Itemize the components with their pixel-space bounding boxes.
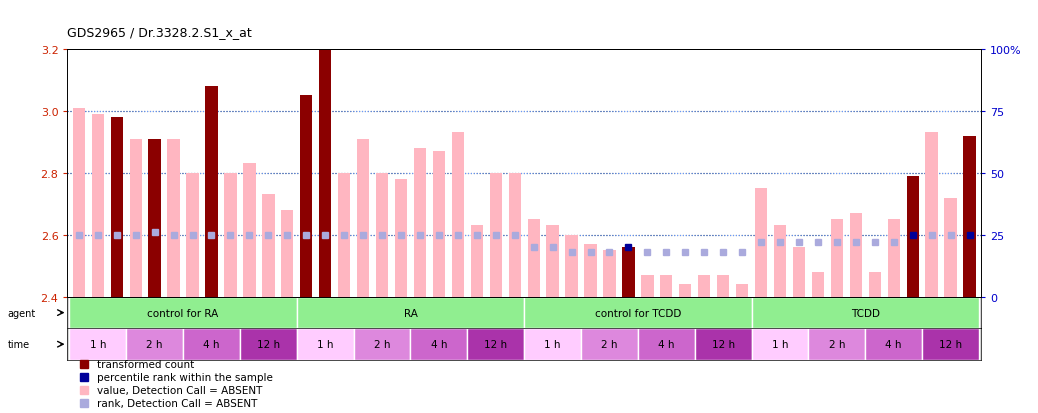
Text: 4 h: 4 h xyxy=(203,339,220,349)
Bar xyxy=(699,275,710,297)
Bar xyxy=(281,211,294,297)
Text: 4 h: 4 h xyxy=(885,339,902,349)
Bar xyxy=(410,329,467,360)
Bar xyxy=(527,220,540,297)
Text: 2 h: 2 h xyxy=(828,339,845,349)
Text: 1 h: 1 h xyxy=(544,339,561,349)
Bar xyxy=(224,173,237,297)
Bar xyxy=(638,329,694,360)
Bar xyxy=(752,297,979,329)
Text: value, Detection Call = ABSENT: value, Detection Call = ABSENT xyxy=(97,385,262,395)
Bar xyxy=(524,297,752,329)
Bar xyxy=(850,214,862,297)
Text: time: time xyxy=(7,339,29,349)
Text: GDS2965 / Dr.3328.2.S1_x_at: GDS2965 / Dr.3328.2.S1_x_at xyxy=(67,26,252,39)
Text: transformed count: transformed count xyxy=(97,359,194,369)
Text: 1 h: 1 h xyxy=(89,339,106,349)
Bar xyxy=(300,96,312,297)
Bar xyxy=(830,220,843,297)
Bar xyxy=(319,37,331,297)
Bar xyxy=(752,329,809,360)
Bar xyxy=(414,149,427,297)
Bar xyxy=(297,297,524,329)
Bar xyxy=(717,275,730,297)
Bar xyxy=(206,87,218,297)
Bar xyxy=(622,247,634,297)
Bar xyxy=(774,226,786,297)
Text: 4 h: 4 h xyxy=(658,339,675,349)
Bar xyxy=(812,272,824,297)
Text: 12 h: 12 h xyxy=(712,339,735,349)
Bar xyxy=(240,329,297,360)
Bar xyxy=(809,329,866,360)
Text: control for TCDD: control for TCDD xyxy=(595,308,681,318)
Text: 12 h: 12 h xyxy=(256,339,280,349)
Bar xyxy=(887,220,900,297)
Bar xyxy=(584,244,597,297)
Bar xyxy=(130,139,142,297)
Bar xyxy=(354,329,410,360)
Text: rank, Detection Call = ABSENT: rank, Detection Call = ABSENT xyxy=(97,398,257,408)
Text: 12 h: 12 h xyxy=(484,339,508,349)
Bar xyxy=(926,133,937,297)
Bar xyxy=(452,133,464,297)
Bar xyxy=(906,176,919,297)
Bar xyxy=(297,329,354,360)
Bar xyxy=(127,329,183,360)
Bar xyxy=(736,285,748,297)
Bar xyxy=(376,173,388,297)
Bar xyxy=(581,329,638,360)
Text: 12 h: 12 h xyxy=(939,339,962,349)
Bar xyxy=(660,275,673,297)
Bar xyxy=(869,272,881,297)
Bar xyxy=(524,329,581,360)
Bar xyxy=(509,173,521,297)
Bar xyxy=(866,329,922,360)
Bar xyxy=(91,114,104,297)
Bar xyxy=(357,139,370,297)
Bar xyxy=(470,226,483,297)
Bar xyxy=(945,198,957,297)
Bar xyxy=(148,139,161,297)
Bar xyxy=(467,329,524,360)
Bar xyxy=(70,329,127,360)
Bar xyxy=(183,329,240,360)
Bar xyxy=(243,164,255,297)
Bar xyxy=(755,189,767,297)
Text: 4 h: 4 h xyxy=(431,339,447,349)
Text: TCDD: TCDD xyxy=(851,308,880,318)
Bar xyxy=(641,275,654,297)
Text: 2 h: 2 h xyxy=(374,339,390,349)
Bar xyxy=(694,329,752,360)
Text: 2 h: 2 h xyxy=(146,339,163,349)
Bar xyxy=(546,226,558,297)
Bar xyxy=(70,297,297,329)
Bar xyxy=(394,180,407,297)
Bar xyxy=(603,251,616,297)
Bar xyxy=(73,108,85,297)
Bar xyxy=(187,173,198,297)
Text: control for RA: control for RA xyxy=(147,308,219,318)
Bar xyxy=(490,173,502,297)
Bar xyxy=(263,195,274,297)
Bar xyxy=(338,173,350,297)
Text: RA: RA xyxy=(404,308,417,318)
Bar xyxy=(679,285,691,297)
Bar xyxy=(167,139,180,297)
Bar xyxy=(963,136,976,297)
Bar xyxy=(793,247,805,297)
Text: percentile rank within the sample: percentile rank within the sample xyxy=(97,372,273,382)
Bar xyxy=(111,118,122,297)
Bar xyxy=(922,329,979,360)
Text: 1 h: 1 h xyxy=(772,339,788,349)
Bar xyxy=(433,152,445,297)
Text: agent: agent xyxy=(7,308,35,318)
Bar xyxy=(566,235,578,297)
Text: 2 h: 2 h xyxy=(601,339,618,349)
Text: 1 h: 1 h xyxy=(317,339,333,349)
